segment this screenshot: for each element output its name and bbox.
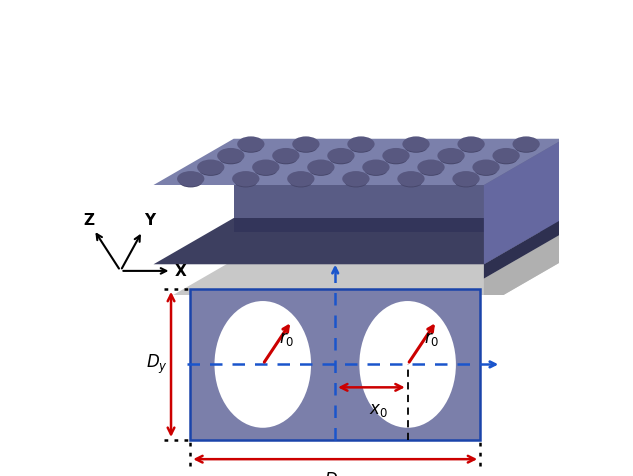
Ellipse shape: [252, 159, 280, 175]
Ellipse shape: [405, 142, 427, 153]
Text: Y: Y: [144, 213, 156, 228]
Ellipse shape: [385, 154, 407, 164]
Polygon shape: [484, 139, 564, 264]
Ellipse shape: [180, 177, 202, 188]
Ellipse shape: [440, 154, 462, 164]
Text: $r_0$: $r_0$: [423, 330, 439, 348]
Ellipse shape: [513, 137, 540, 152]
Ellipse shape: [472, 159, 499, 175]
Ellipse shape: [237, 137, 265, 152]
Text: X: X: [175, 264, 187, 279]
Ellipse shape: [292, 137, 320, 152]
Polygon shape: [484, 218, 564, 278]
Ellipse shape: [240, 142, 262, 153]
Text: $x_0$: $x_0$: [369, 401, 388, 418]
Polygon shape: [154, 139, 564, 185]
Ellipse shape: [310, 165, 332, 176]
Ellipse shape: [287, 171, 315, 187]
Ellipse shape: [177, 171, 204, 187]
Ellipse shape: [307, 159, 334, 175]
Ellipse shape: [330, 154, 352, 164]
Ellipse shape: [232, 171, 260, 187]
Ellipse shape: [220, 154, 242, 164]
Ellipse shape: [362, 159, 389, 175]
Ellipse shape: [460, 142, 482, 153]
Ellipse shape: [217, 148, 244, 163]
Ellipse shape: [495, 154, 517, 164]
Ellipse shape: [360, 301, 456, 428]
Polygon shape: [154, 260, 564, 307]
Ellipse shape: [295, 142, 317, 153]
Text: $r_0$: $r_0$: [279, 330, 294, 348]
Ellipse shape: [327, 148, 354, 163]
Ellipse shape: [458, 137, 485, 152]
Ellipse shape: [235, 177, 257, 188]
Ellipse shape: [365, 165, 387, 176]
Polygon shape: [234, 139, 564, 218]
Ellipse shape: [382, 148, 410, 163]
Polygon shape: [234, 232, 564, 260]
Ellipse shape: [398, 171, 425, 187]
Ellipse shape: [272, 148, 299, 163]
Bar: [191, 289, 480, 440]
Ellipse shape: [199, 165, 222, 176]
Ellipse shape: [254, 165, 277, 176]
Polygon shape: [484, 232, 564, 307]
Ellipse shape: [420, 165, 442, 176]
Polygon shape: [154, 218, 564, 264]
Ellipse shape: [290, 177, 312, 188]
Ellipse shape: [348, 137, 375, 152]
Ellipse shape: [350, 142, 372, 153]
Polygon shape: [234, 218, 564, 232]
Ellipse shape: [455, 177, 477, 188]
Ellipse shape: [475, 165, 498, 176]
Text: Z: Z: [83, 212, 94, 228]
Ellipse shape: [515, 142, 537, 153]
Ellipse shape: [437, 148, 465, 163]
Ellipse shape: [403, 137, 430, 152]
Ellipse shape: [453, 171, 480, 187]
Text: $D_y$: $D_y$: [146, 353, 167, 376]
Ellipse shape: [197, 159, 225, 175]
Ellipse shape: [345, 177, 367, 188]
Ellipse shape: [215, 301, 311, 428]
Ellipse shape: [342, 171, 370, 187]
Ellipse shape: [417, 159, 444, 175]
Ellipse shape: [275, 154, 297, 164]
Text: $D_x$: $D_x$: [324, 470, 346, 476]
Ellipse shape: [492, 148, 520, 163]
Ellipse shape: [400, 177, 422, 188]
